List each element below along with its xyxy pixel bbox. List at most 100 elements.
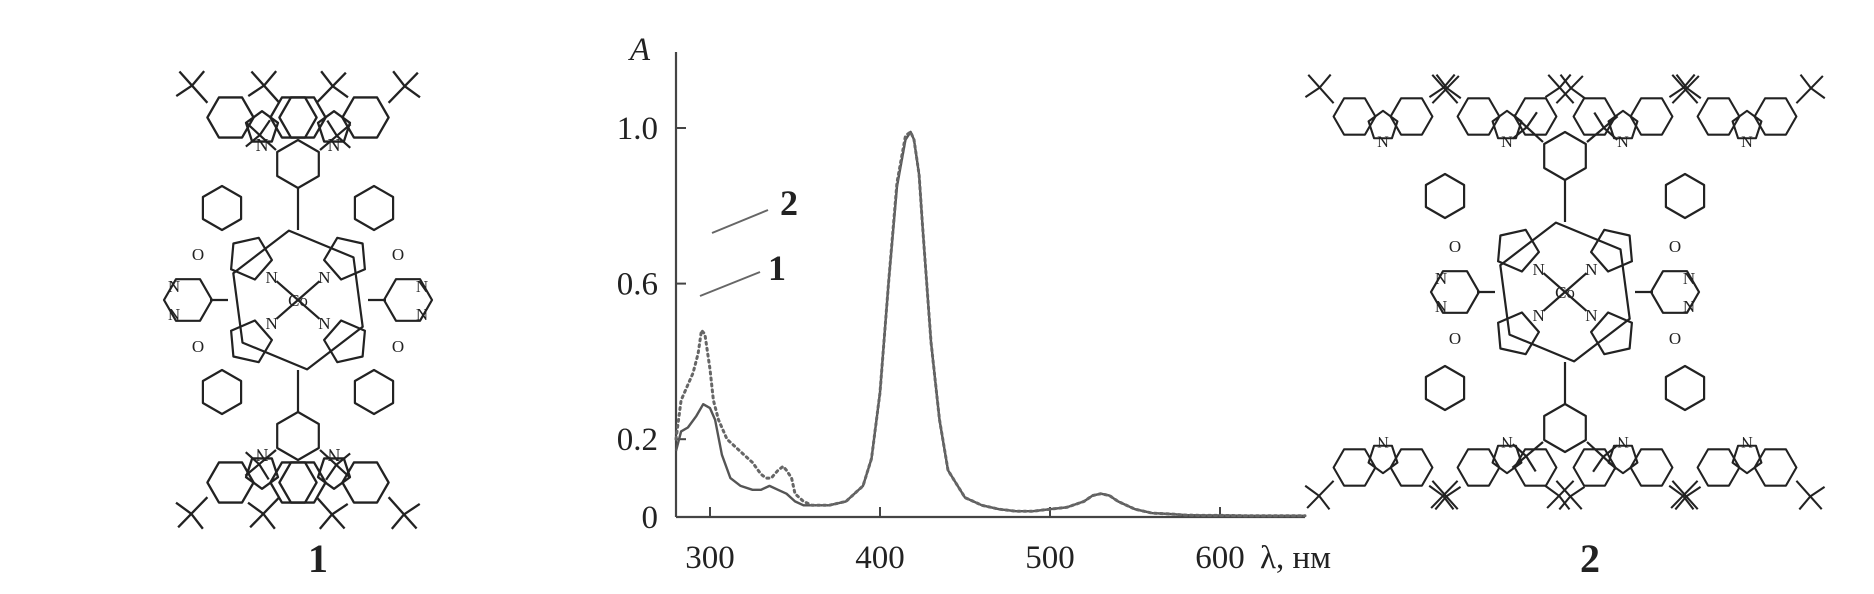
right-carbazole-outer-right-up-tbu-a-methyl-0 [1668,86,1685,98]
right-carbazole-outer-left-down-tbu-b-methyl-1 [1306,495,1320,509]
right-carbazole-inner-left-up-tbu-b-methyl-2 [1570,87,1586,100]
right-carbazole-outer-left-up-ring-b [1389,97,1434,136]
right-pyrimidine-left [1429,270,1481,314]
left-carbazole-left-up-tbu-a-stem [191,84,209,104]
right-carbazole-outer-right-up-n-atom: N [1741,134,1753,151]
left-carbazole-right-up-tbu-a-stem [263,84,281,104]
right-porphyrin-co-n-1 [1564,272,1588,293]
right-bottom-aryl-tbu-a-methyl-0 [1602,444,1618,458]
right-carbazole-outer-right-down-pyrrole [1731,444,1763,475]
left-carbazole-left-down-tbu-a-methyl-1 [331,513,346,530]
left-porphyrin-macrocycle [232,229,364,371]
right-carbazole-inner-right-up-pyrrole [1607,109,1639,140]
right-carbazole-inner-left-up-n-atom: N [1501,134,1513,151]
right-phenylene-right-down [1664,364,1706,412]
right-carbazole-outer-right-down: N [1668,433,1826,511]
y-tick-label-0.2: 0.2 [617,422,658,458]
right-o-left-up: O [1449,237,1461,256]
right-top-aryl-tbu-b-methyl-0 [1593,111,1605,129]
right-carbazole-outer-right-up-tbu-b-methyl-2 [1810,87,1826,100]
right-carbazole-inner-right-up-tbu-b-methyl-1 [1686,75,1700,89]
left-carbazole-left-up-tbu-a-methyl-1 [178,70,193,87]
right-carbazole-outer-right-up-ring-b [1753,97,1798,136]
left-top-aryl-tbu-b-methyl-0 [326,119,338,137]
right-pyr-n2-right: N [1683,297,1695,316]
series-2-leader [711,209,769,234]
x-tick-label-600: 600 [1195,540,1245,576]
right-carbazole-inner-right-up-tbu-a-methyl-2 [1558,73,1572,89]
right-carbazole-outer-right-down-tbu-a-stem [1795,480,1812,498]
left-carbazole-right-up-tbu-a-methyl-2 [263,70,278,87]
right-carbazole-outer-right-up-pyrrole [1731,109,1763,140]
right-carbazole-outer-right-up-tbu-a-methyl-2 [1682,73,1696,89]
right-porphyrin-macrocycle [1499,221,1631,363]
left-carbazole-left-down-ring-a [269,461,318,504]
right-carbazole-outer-left-up: N [1304,73,1462,151]
right-carbazole-inner-left-up-ring-a [1456,97,1501,136]
right-carbazole-outer-left-up-tbu-a-methyl-2 [1318,73,1332,89]
left-bottom-aryl-tbu-a-methyl-2 [325,464,338,481]
left-porphyrin-co-n-2 [275,299,299,320]
left-porphyrin-co-n-0 [275,280,299,301]
chart-ticks: 300 400 500 600 0 0.2 0.6 1.0 [617,111,1245,576]
right-carbazole-outer-right-down-tbu-b-stem [1682,480,1699,497]
right-pyr-n1-right: N [1683,269,1695,288]
left-carbazole-left-up-tbu-b-stem [315,85,334,104]
left-phenylene-right-down [353,368,395,416]
left-carbazole-right-down-tbu-b-stem [262,496,281,515]
right-carbazole-inner-left-down-ring-a [1513,448,1558,487]
right-carbazole-outer-right-up-tbu-b-methyl-1 [1810,75,1824,89]
right-carbazole-inner-left-up-tbu-b-stem [1555,87,1572,104]
right-porphyrin-pyrrole-0 [1497,228,1540,273]
left-carbazole-right-down: N [247,445,421,530]
left-carbazole-left-down-pyrrole [244,457,280,490]
right-carbazole-inner-left-down-tbu-a-stem [1555,480,1572,498]
right-carbazole-inner-left-down-ring-b [1456,448,1501,487]
left-carbazole-left-down-tbu-a-methyl-0 [331,503,349,516]
right-bottom-aryl-tbu-a-methyl-2 [1592,456,1605,473]
right-carbazole-outer-left-up-tbu-a-methyl-0 [1304,86,1321,98]
x-tick-label-400: 400 [855,540,905,576]
left-carbazole-right-down-tbu-b-methyl-1 [249,512,265,529]
right-carbazole-inner-right-down-ring-b [1572,448,1617,487]
left-top-aryl-tbu-b-stem [319,134,338,151]
right-top-aryl-ring [1543,130,1587,182]
right-carbazole-outer-left-down-tbu-a-methyl-2 [1434,495,1448,511]
right-carbazole-outer-left-down-tbu-a-methyl-0 [1445,486,1462,498]
left-top-aryl-ring [276,138,320,190]
left-carbazole-right-up-ring-a [278,96,327,139]
right-carbazole-inner-right-up-ring-b [1629,97,1674,136]
right-carbazole-outer-right-down-tbu-a-methyl-2 [1798,495,1812,511]
right-carbazole-inner-right-down-n-atom: N [1617,433,1629,450]
left-pyrimidine-right [382,278,434,322]
right-porphyrin-co-n-3 [1564,291,1588,312]
right-carbazole-outer-left-up-ring-a [1332,97,1377,136]
right-carbazole-inner-right-down-tbu-b-stem [1558,480,1575,497]
left-carbazole-right-up-tbu-b-methyl-1 [403,71,419,88]
right-o-right-up: O [1669,237,1681,256]
left-porphyrin-n-2: N [265,314,277,333]
right-carbazole-inner-right-down: N [1544,433,1702,511]
left-carbazole-right-up-n-atom: N [328,135,341,155]
right-pyr-n2-left: N [1435,297,1447,316]
left-porphyrin-pyrrole-0 [230,236,273,281]
right-carbazole-inner-right-up-tbu-a-methyl-1 [1547,74,1561,89]
right-carbazole-outer-left-down-ring-b [1332,448,1377,487]
left-carbazole-left-down-tbu-b-methyl-1 [177,512,193,529]
left-porphyrin-n-3: N [318,314,330,333]
left-carbazole-right-up-tbu-b-methyl-2 [404,85,421,99]
right-carbazole-outer-left-down-tbu-b-methyl-2 [1304,484,1320,497]
left-pyr-n1-left: N [168,277,180,296]
absorption-chart: 300 400 500 600 0 0.2 0.6 1.0 A λ, нм 2 1 [617,32,1331,576]
left-carbazole-right-down-tbu-a-methyl-1 [403,513,418,530]
right-carbazole-inner-right-up-tbu-a-stem [1558,86,1575,104]
right-carbazole-inner-left-up-tbu-a-methyl-0 [1428,86,1445,98]
left-carbazole-left-up-pyrrole [244,110,280,143]
right-carbazole-outer-right-down-ring-a [1753,448,1798,487]
right-carbazole-inner-left-down-tbu-b-methyl-2 [1428,484,1444,497]
right-carbazole-inner-left-up-tbu-b-methyl-1 [1570,75,1584,89]
left-carbazole-right-up-pyrrole [316,110,352,143]
right-porphyrin-metal: Co [1555,283,1575,302]
